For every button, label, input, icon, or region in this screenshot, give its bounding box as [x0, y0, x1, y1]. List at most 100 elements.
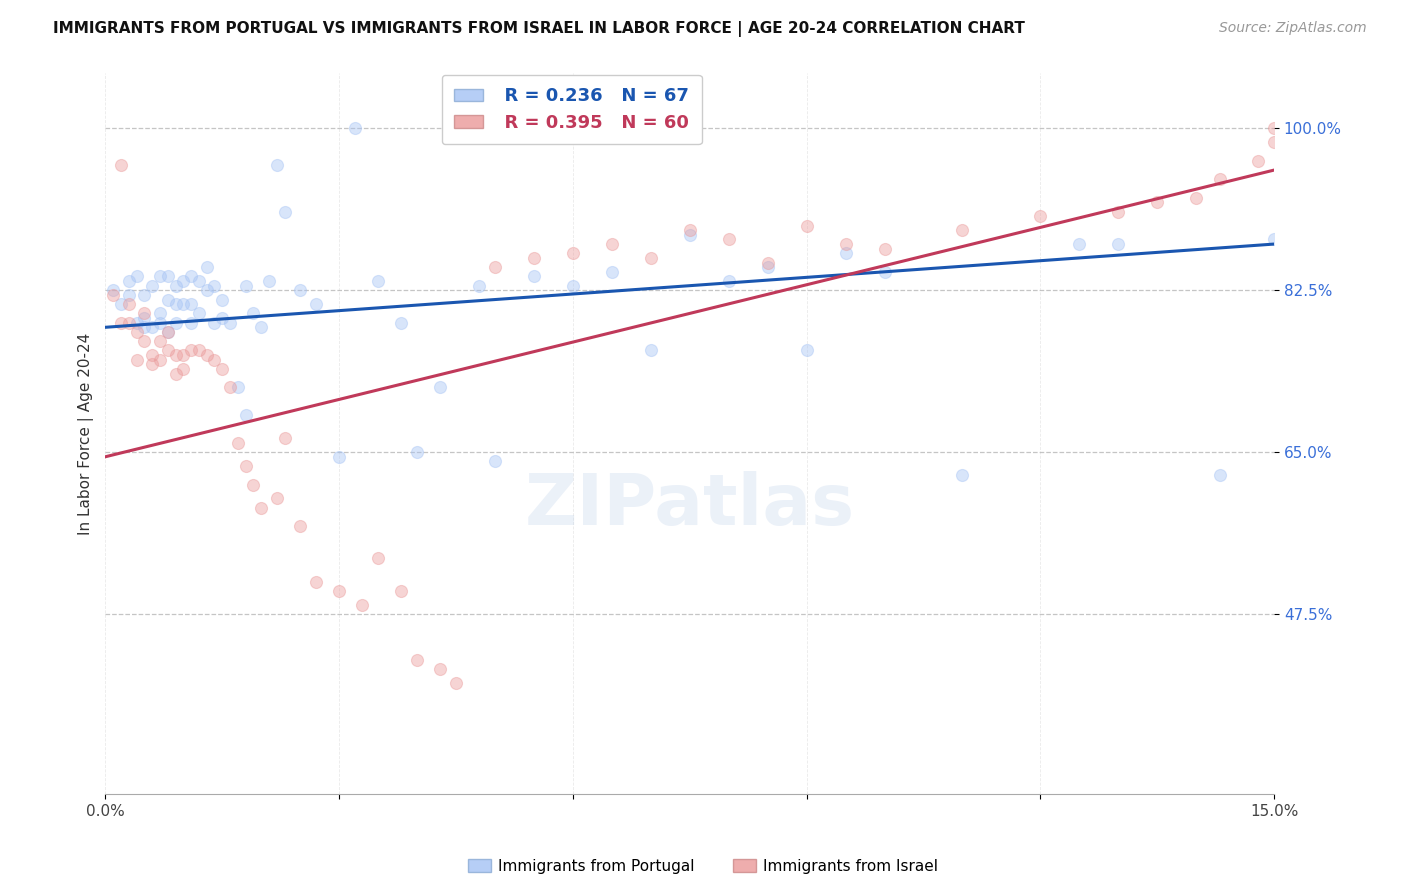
Point: [257, 274, 280, 288]
Point: [1263, 136, 1285, 150]
Point: [118, 274, 141, 288]
Point: [165, 367, 187, 381]
Point: [110, 316, 132, 330]
Point: [172, 362, 194, 376]
Point: [523, 251, 546, 265]
Legend: Immigrants from Portugal, Immigrants from Israel: Immigrants from Portugal, Immigrants fro…: [461, 853, 945, 880]
Point: [134, 306, 156, 320]
Point: [328, 583, 350, 598]
Point: [125, 316, 148, 330]
Point: [1069, 237, 1091, 252]
Point: [1263, 232, 1285, 246]
Point: [149, 352, 172, 367]
Point: [219, 380, 242, 394]
Point: [125, 325, 148, 339]
Point: [600, 265, 623, 279]
Text: Source: ZipAtlas.com: Source: ZipAtlas.com: [1219, 21, 1367, 35]
Point: [156, 343, 179, 358]
Point: [444, 676, 467, 690]
Point: [1107, 204, 1129, 219]
Point: [429, 380, 451, 394]
Point: [149, 306, 172, 320]
Point: [211, 311, 233, 326]
Point: [266, 158, 288, 172]
Point: [172, 348, 194, 362]
Point: [523, 269, 546, 284]
Point: [1146, 195, 1168, 210]
Point: [204, 278, 226, 293]
Point: [288, 283, 311, 297]
Point: [235, 278, 257, 293]
Point: [1029, 210, 1052, 224]
Point: [756, 260, 779, 275]
Point: [118, 297, 141, 311]
Point: [226, 380, 249, 394]
Point: [204, 316, 226, 330]
Point: [406, 653, 429, 667]
Point: [204, 352, 226, 367]
Point: [149, 269, 172, 284]
Point: [273, 204, 295, 219]
Point: [226, 436, 249, 450]
Point: [134, 320, 156, 334]
Point: [1247, 153, 1270, 168]
Point: [156, 269, 179, 284]
Point: [125, 352, 148, 367]
Point: [250, 500, 273, 515]
Point: [561, 246, 583, 260]
Point: [679, 223, 702, 237]
Point: [640, 251, 662, 265]
Point: [1185, 191, 1208, 205]
Point: [250, 320, 273, 334]
Point: [717, 232, 740, 246]
Point: [141, 278, 163, 293]
Text: ZIPatlas: ZIPatlas: [524, 471, 855, 541]
Point: [172, 297, 194, 311]
Point: [125, 269, 148, 284]
Point: [756, 255, 779, 269]
Point: [141, 348, 163, 362]
Point: [273, 431, 295, 445]
Point: [679, 227, 702, 242]
Point: [484, 260, 506, 275]
Point: [484, 454, 506, 468]
Point: [796, 219, 818, 233]
Point: [952, 223, 974, 237]
Point: [110, 297, 132, 311]
Point: [242, 477, 264, 491]
Point: [873, 265, 896, 279]
Point: [141, 357, 163, 371]
Point: [468, 278, 491, 293]
Point: [180, 316, 202, 330]
Point: [118, 316, 141, 330]
Point: [195, 348, 218, 362]
Point: [242, 306, 264, 320]
Point: [391, 316, 413, 330]
Point: [187, 343, 209, 358]
Point: [873, 242, 896, 256]
Point: [219, 316, 242, 330]
Point: [288, 519, 311, 533]
Point: [343, 121, 366, 136]
Point: [235, 458, 257, 473]
Point: [561, 278, 583, 293]
Point: [118, 288, 141, 302]
Point: [211, 293, 233, 307]
Point: [391, 583, 413, 598]
Point: [110, 158, 132, 172]
Point: [165, 278, 187, 293]
Point: [952, 468, 974, 483]
Text: IMMIGRANTS FROM PORTUGAL VS IMMIGRANTS FROM ISRAEL IN LABOR FORCE | AGE 20-24 CO: IMMIGRANTS FROM PORTUGAL VS IMMIGRANTS F…: [53, 21, 1025, 37]
Point: [149, 334, 172, 348]
Point: [187, 306, 209, 320]
Point: [406, 445, 429, 459]
Point: [134, 288, 156, 302]
Point: [101, 283, 124, 297]
Point: [1263, 121, 1285, 136]
Point: [235, 408, 257, 422]
Point: [195, 260, 218, 275]
Point: [101, 288, 124, 302]
Point: [600, 237, 623, 252]
Point: [156, 293, 179, 307]
Point: [195, 283, 218, 297]
